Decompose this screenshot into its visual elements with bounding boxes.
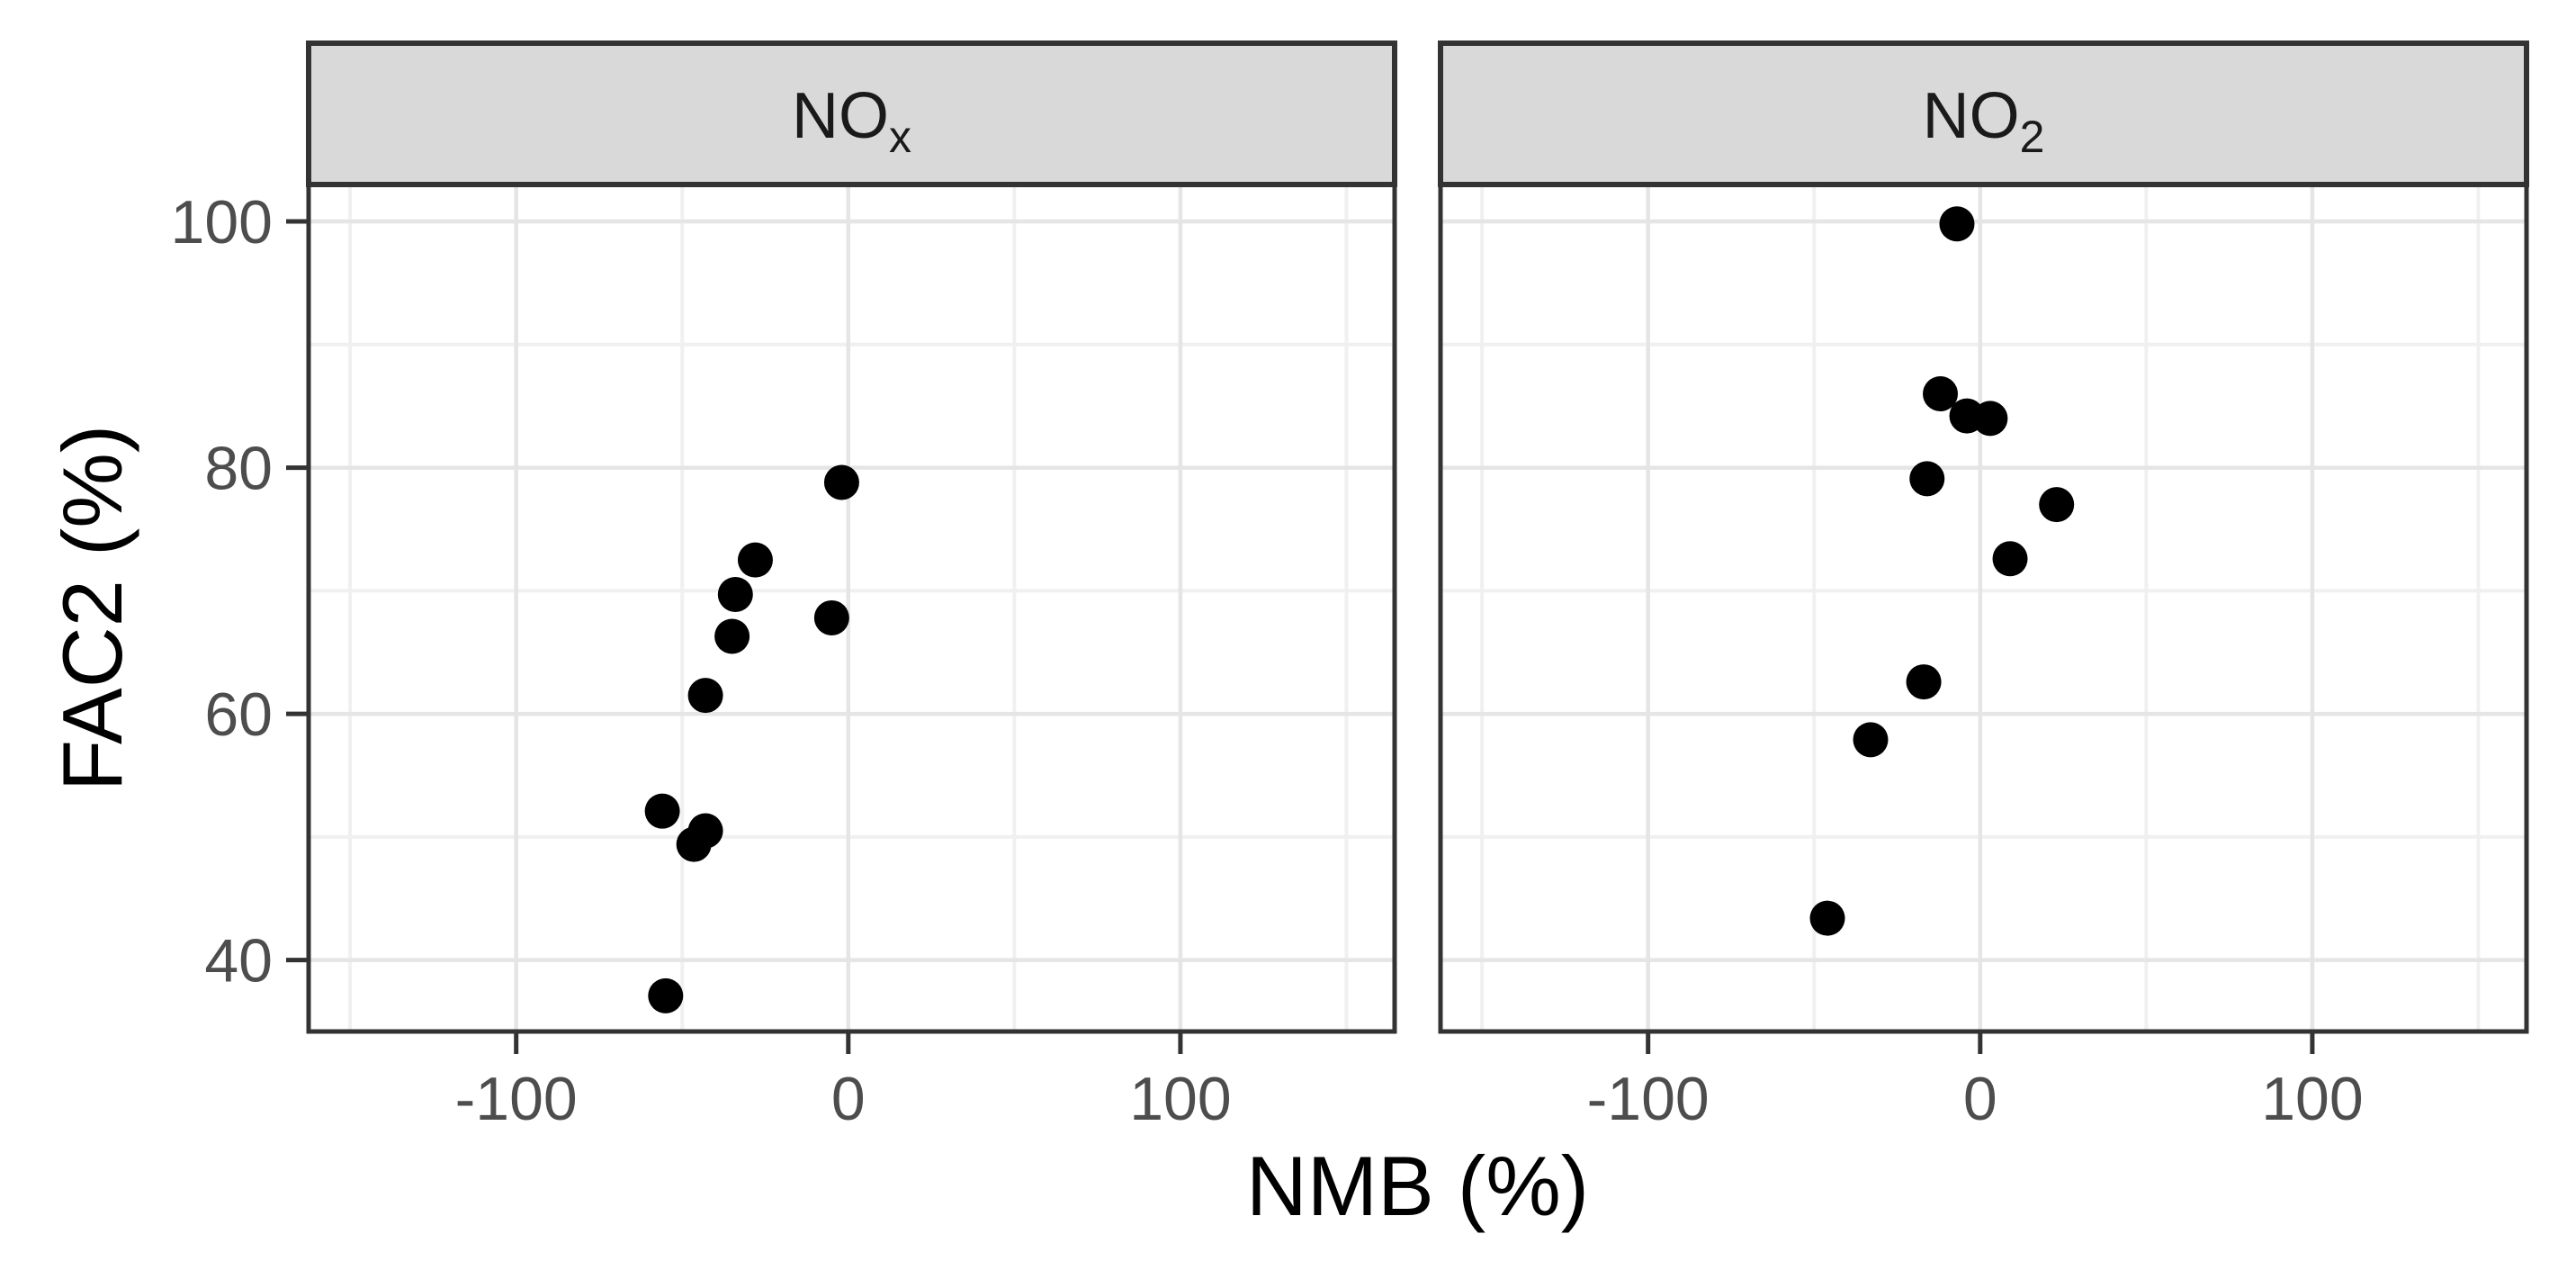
y-tick-label: 80 — [204, 435, 273, 503]
data-point — [1909, 461, 1945, 497]
data-point — [714, 618, 750, 654]
y-axis-title: FAC2 (%) — [45, 425, 139, 791]
axis-layer: -100 0 100 -100 0 100 40 60 80 100 — [171, 188, 2364, 1133]
data-point — [1923, 376, 1959, 412]
facet-label-subscript: x — [889, 112, 911, 162]
panel-background — [309, 185, 1395, 1031]
facet-strip — [1438, 41, 2529, 187]
panels-layer: NOx NO2 — [306, 41, 2529, 1034]
x-tick-label: 0 — [831, 1065, 866, 1133]
data-point — [1809, 900, 1845, 936]
data-point — [1939, 206, 1975, 242]
facet-label-base: NO — [1923, 80, 2020, 152]
data-point — [737, 542, 773, 578]
x-tick-label: 100 — [1129, 1065, 1231, 1133]
data-point — [1972, 401, 2008, 437]
data-point — [1853, 722, 1889, 758]
panel-background — [1441, 185, 2527, 1031]
facet-label-base: NO — [792, 80, 889, 152]
data-point — [717, 576, 753, 612]
data-point — [2039, 487, 2075, 523]
x-tick-label: 0 — [1963, 1065, 1997, 1133]
x-tick-label: -100 — [455, 1065, 578, 1133]
facet-label-subscript: 2 — [2020, 112, 2045, 162]
facet-strip — [306, 41, 1397, 187]
x-tick-label: 100 — [2261, 1065, 2363, 1133]
y-tick-label: 60 — [204, 680, 273, 749]
data-point — [813, 599, 849, 635]
data-point — [1992, 541, 2028, 577]
facet-panel: NOx — [306, 41, 1397, 1034]
data-point — [644, 793, 680, 829]
facet-panel: NO2 — [1438, 41, 2529, 1034]
facet-label: NOx — [792, 80, 911, 162]
data-point — [823, 464, 859, 500]
data-point — [648, 977, 684, 1013]
facet-label: NO2 — [1923, 80, 2045, 162]
data-point — [1906, 664, 1942, 700]
y-tick-label: 100 — [171, 188, 273, 257]
data-point — [676, 826, 712, 862]
data-point — [687, 678, 723, 714]
x-tick-label: -100 — [1587, 1065, 1710, 1133]
x-axis-title: NMB (%) — [1246, 1139, 1589, 1233]
y-tick-label: 40 — [204, 927, 273, 995]
